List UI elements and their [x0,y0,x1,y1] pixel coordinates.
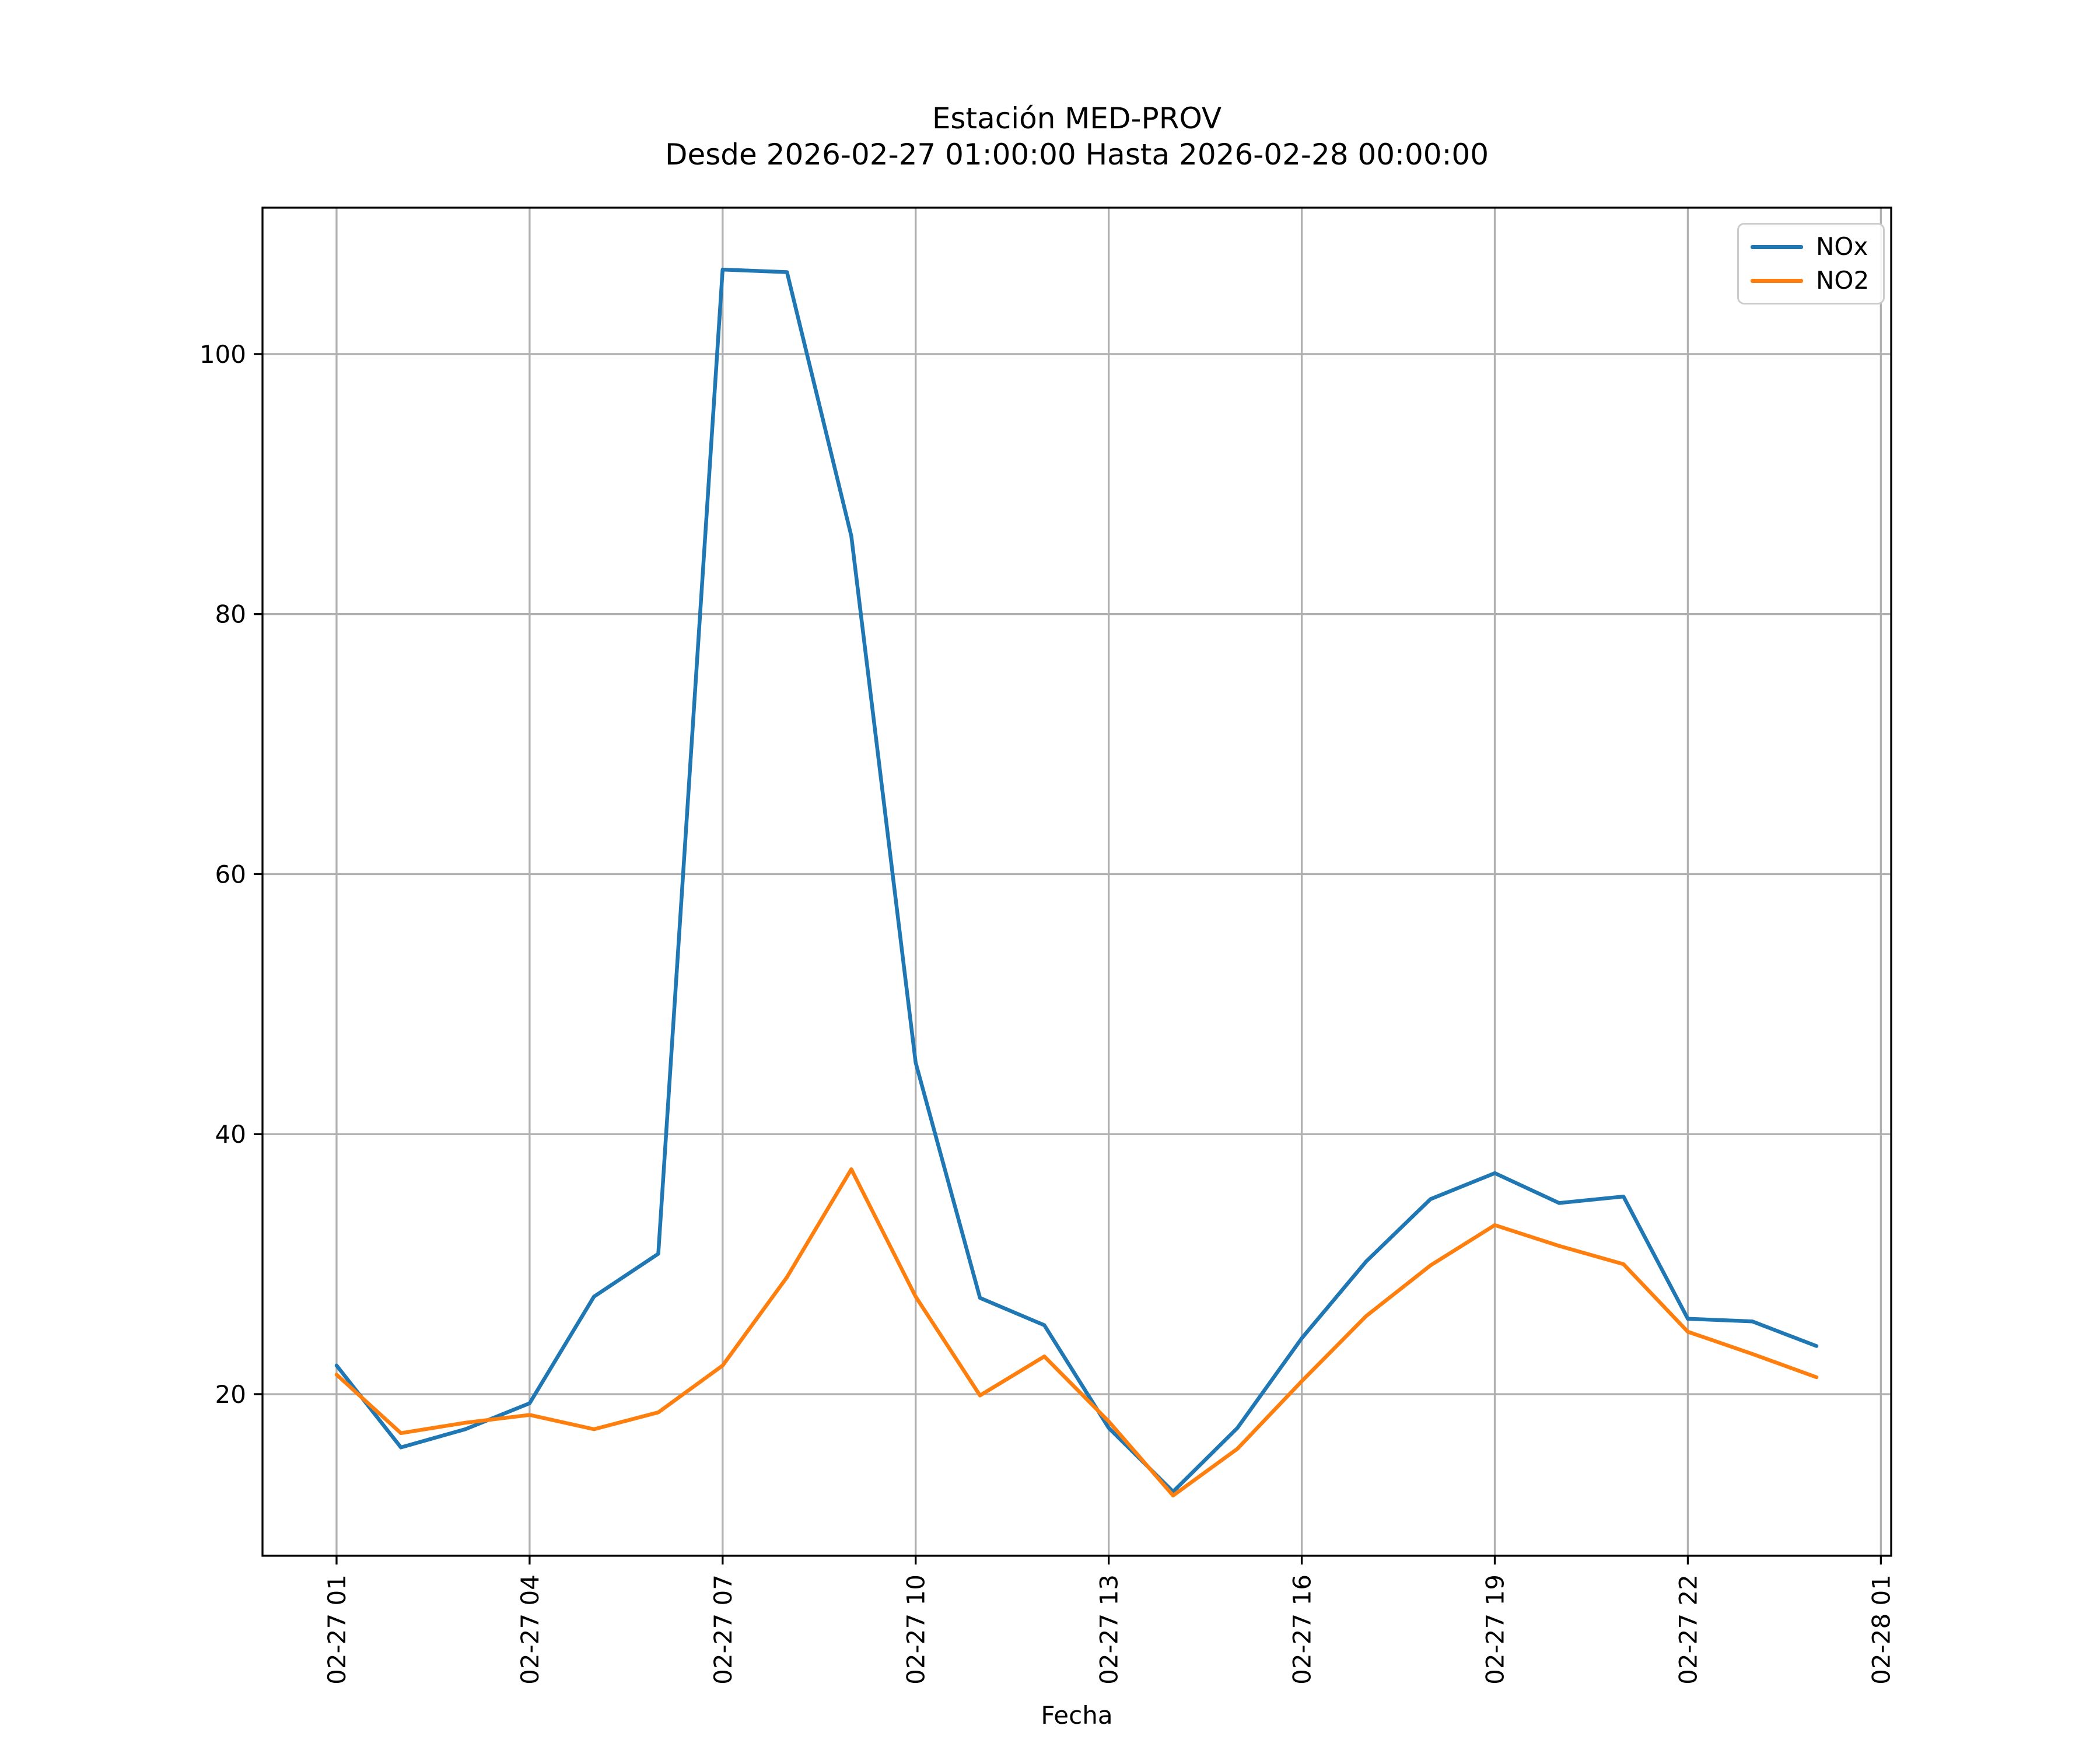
chart-title-line1: Estación MED-PROV [932,102,1222,135]
y-tick-label: 40 [215,1120,246,1149]
legend-label-no2: NO2 [1816,266,1870,295]
x-tick-label: 02-28 01 [1867,1574,1895,1685]
x-tick-label: 02-27 01 [323,1574,351,1685]
x-tick-label: 02-27 10 [902,1574,930,1685]
plot-border [261,206,1892,1557]
y-tick-label: 100 [200,340,246,369]
legend-line-sample-nox [1751,244,1803,249]
y-tick-label: 80 [215,600,246,629]
y-tick-label: 60 [215,860,246,888]
x-tick-label: 02-27 22 [1674,1574,1702,1685]
legend-item-no2: NO2 [1751,265,1869,296]
x-tick-label: 02-27 16 [1288,1574,1317,1685]
x-tick-label: 02-27 04 [516,1574,544,1685]
series-line-nox [334,267,1819,1494]
chart-title-line2: Desde 2026-02-27 01:00:00 Hasta 2026-02-… [664,138,1489,172]
x-tick-label: 02-27 07 [709,1574,737,1685]
x-tick-label: 02-27 19 [1481,1574,1510,1685]
legend-item-nox: NOx [1751,232,1869,262]
x-axis-label: Fecha [1041,1701,1113,1730]
series-line-no2 [334,1167,1819,1498]
legend: NOx NO2 [1737,223,1885,304]
legend-label-nox: NOx [1816,232,1868,261]
x-tick-label: 02-27 13 [1095,1574,1124,1685]
legend-line-sample-no2 [1751,278,1803,283]
y-tick-label: 20 [215,1380,246,1409]
chart-title: Estación MED-PROV Desde 2026-02-27 01:00… [262,100,1891,173]
